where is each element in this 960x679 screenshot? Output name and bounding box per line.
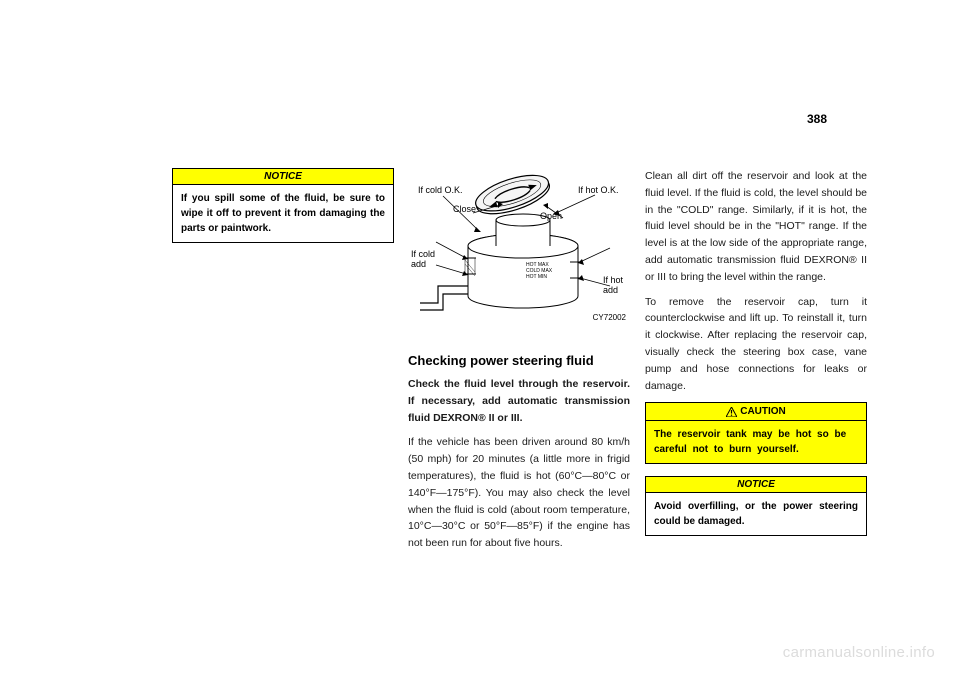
column-1: NOTICE If you spill some of the fluid, b… bbox=[172, 168, 394, 251]
col2-para1: Check the fluid level through the reserv… bbox=[408, 376, 630, 426]
notice-body: If you spill some of the fluid, be sure … bbox=[173, 185, 393, 242]
callout-if-hot-add: If hot add bbox=[603, 276, 623, 296]
col3-para1: Clean all dirt off the reservoir and loo… bbox=[645, 168, 867, 286]
svg-text:HOT MIN: HOT MIN bbox=[526, 274, 547, 280]
caution-box: CAUTION The reservoir tank may be hot so… bbox=[645, 402, 867, 464]
callout-if-cold-ok: If cold O.K. bbox=[418, 186, 463, 196]
notice-header: NOTICE bbox=[173, 169, 393, 185]
page: 388 NOTICE If you spill some of the flui… bbox=[0, 0, 960, 679]
watermark: carmanualsonline.info bbox=[783, 644, 935, 661]
reservoir-figure: HOT MAX COLD MAX HOT MIN bbox=[408, 168, 630, 343]
column-2: HOT MAX COLD MAX HOT MIN bbox=[408, 168, 630, 560]
notice-body-2: Avoid overfilling, or the power steering… bbox=[646, 493, 866, 535]
warning-triangle-icon bbox=[726, 407, 737, 417]
col2-para2: If the vehicle has been driven around 80… bbox=[408, 434, 630, 552]
col3-para2: To remove the reservoir cap, turn it cou… bbox=[645, 294, 867, 395]
column-3: Clean all dirt off the reservoir and loo… bbox=[645, 168, 867, 544]
notice-header-2: NOTICE bbox=[646, 477, 866, 493]
page-number: 388 bbox=[807, 112, 827, 126]
callout-close: Close bbox=[453, 205, 476, 215]
caution-label: CAUTION bbox=[740, 406, 786, 417]
caution-header: CAUTION bbox=[646, 403, 866, 420]
callout-if-hot-ok: If hot O.K. bbox=[578, 186, 619, 196]
caution-body: The reservoir tank may be hot so be care… bbox=[646, 421, 866, 463]
callout-open: Open bbox=[540, 212, 562, 222]
notice-box-2: NOTICE Avoid overfilling, or the power s… bbox=[645, 476, 867, 536]
section-title: Checking power steering fluid bbox=[408, 353, 630, 368]
notice-box: NOTICE If you spill some of the fluid, b… bbox=[172, 168, 394, 243]
callout-if-cold-add: If cold add bbox=[411, 250, 435, 270]
figure-code: CY72002 bbox=[593, 314, 626, 323]
